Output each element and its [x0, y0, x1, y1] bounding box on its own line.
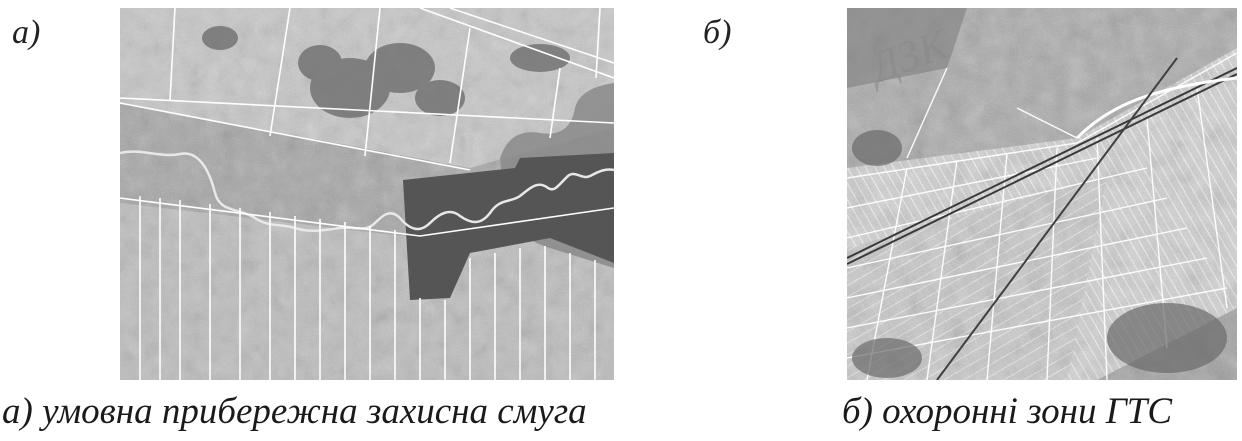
railway-line — [847, 67, 1237, 265]
gts-zones-map: ДЗК — [847, 8, 1237, 380]
caption-b: б) охоронні зони ГТС — [842, 391, 1173, 432]
river-line — [120, 150, 614, 232]
panel-a-letter: а) — [12, 14, 41, 51]
riverside-strip-map — [120, 8, 614, 380]
caption-a: а) умовна прибережна захисна смуга — [2, 391, 587, 432]
panel-b-letter: б) — [703, 14, 732, 51]
